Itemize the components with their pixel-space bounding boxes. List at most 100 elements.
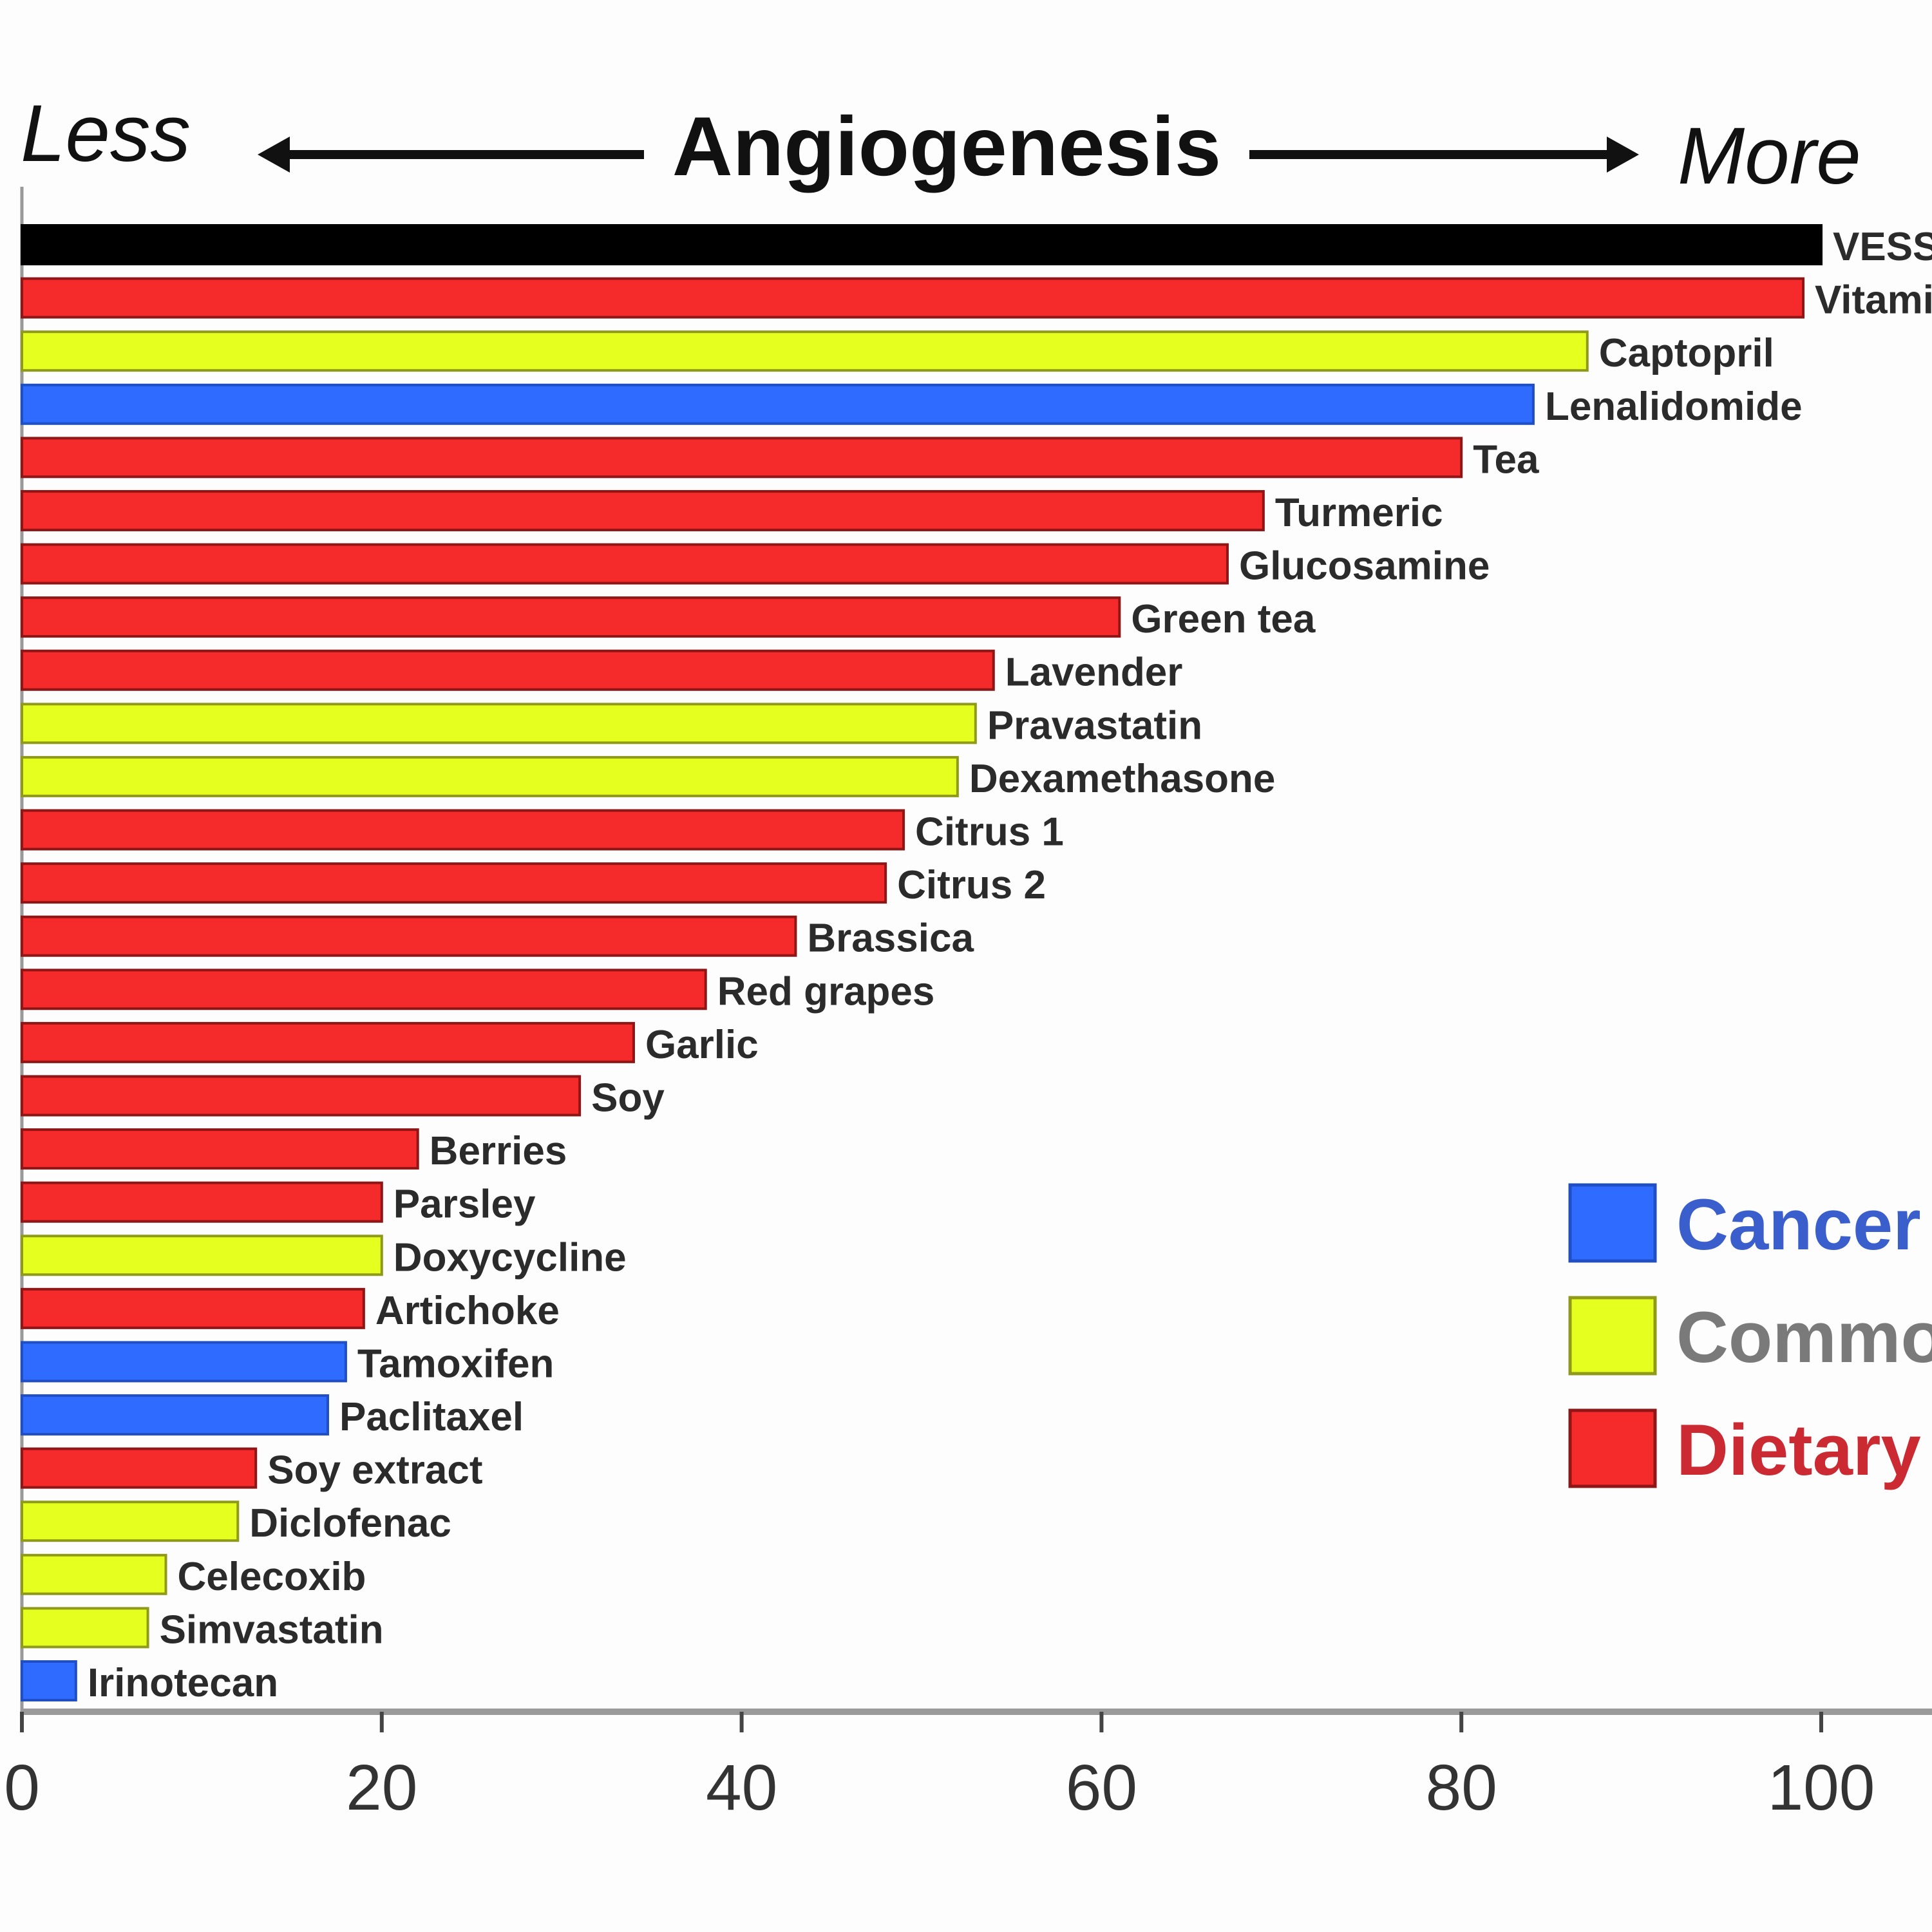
bar: [21, 1447, 258, 1489]
bar: [21, 915, 797, 957]
bar-row: Doxycycline: [21, 1235, 627, 1280]
bar: [21, 862, 887, 904]
bar-label: Irinotecan: [88, 1661, 278, 1705]
bar: [21, 543, 1229, 585]
bar-label: Tamoxifen: [357, 1341, 554, 1386]
left-arrow-icon: [258, 137, 644, 173]
bar-row: Dexamethasone: [21, 755, 1276, 801]
bar-row: Celecoxib: [21, 1553, 366, 1599]
bar-label: Paclitaxel: [339, 1395, 524, 1439]
right-arrow-icon: [1249, 137, 1639, 173]
bar-row: Brassica: [21, 915, 974, 961]
header: Less Angiogenesis More: [21, 89, 1861, 201]
bar: [21, 1660, 77, 1701]
bar-label: Diclofenac: [249, 1501, 451, 1546]
bar-row: Tamoxifen: [21, 1341, 554, 1386]
bar: [21, 1235, 383, 1276]
x-tick-label: 20: [346, 1752, 417, 1824]
bar-label: Citrus 1: [915, 810, 1064, 855]
x-tick-label: 0: [4, 1752, 40, 1824]
bar-row: Tea: [21, 437, 1539, 482]
bar-row: Turmeric: [21, 489, 1443, 535]
x-tick-label: 60: [1066, 1752, 1137, 1824]
legend-item: Cancer: [1568, 1183, 1921, 1265]
bar: [21, 649, 995, 691]
bar-row: Soy extract: [21, 1447, 483, 1493]
bar-row: Parsley: [21, 1181, 536, 1227]
bar: [21, 1553, 167, 1595]
bar-label: Doxycycline: [393, 1235, 627, 1280]
x-tick-label: 100: [1768, 1752, 1875, 1824]
bar-row: Green tea: [21, 596, 1316, 641]
bar-label: VESS: [1833, 225, 1932, 269]
bar-label: Dexamethasone: [969, 757, 1276, 801]
bar-label: Glucosamine: [1239, 544, 1490, 589]
bar-label: Citrus 2: [897, 863, 1046, 907]
bar-label: Pravastatin: [987, 703, 1202, 748]
legend-item: Commo: [1568, 1296, 1932, 1378]
bar-row: Diclofenac: [21, 1501, 451, 1546]
bar: [21, 1501, 240, 1542]
legend-swatch: [1568, 1408, 1657, 1488]
bar: [21, 1021, 635, 1063]
bar-label: Turmeric: [1275, 491, 1443, 535]
bar-row: Irinotecan: [21, 1660, 278, 1705]
bar-label: Soy extract: [267, 1448, 482, 1493]
bar-row: Lenalidomide: [21, 383, 1803, 429]
bar-row: Simvastatin: [21, 1607, 384, 1652]
bar-label: Artichoke: [375, 1289, 560, 1333]
bar: [21, 1075, 582, 1117]
bar: [21, 489, 1265, 531]
bars-group: VESS Vitami Captopril Lenalidomide Tea Turmer…: [21, 224, 1932, 1705]
bar: [21, 1181, 383, 1223]
bar: [21, 809, 905, 851]
bar: [21, 755, 959, 797]
x-tick-label: 40: [706, 1752, 777, 1824]
legend-label: Dietary: [1676, 1410, 1921, 1490]
bar-label: Vitami: [1815, 278, 1932, 323]
bar: [21, 224, 1823, 265]
bar-label: Tea: [1473, 437, 1539, 482]
bar-label: Green tea: [1131, 597, 1316, 641]
bar: [21, 703, 977, 744]
legend-item: Dietary: [1568, 1408, 1921, 1490]
bar-row: Pravastatin: [21, 703, 1202, 748]
bar: [21, 330, 1589, 372]
bar: [21, 969, 707, 1010]
more-annotation: More: [1678, 111, 1861, 201]
bar-label: Parsley: [393, 1182, 536, 1227]
bar: [21, 596, 1121, 638]
bar: [21, 1394, 329, 1436]
bar: [21, 383, 1535, 425]
legend: Cancer Commo Dietary: [1568, 1183, 1932, 1490]
bar-row: Vitami: [21, 277, 1932, 323]
x-axis-ticks: 0 20 40 60 80 100: [4, 1712, 1875, 1824]
legend-label: Commo: [1676, 1297, 1932, 1378]
bar-label: Captopril: [1599, 331, 1774, 375]
bar-row: Citrus 1: [21, 809, 1064, 855]
bar-row: Captopril: [21, 330, 1774, 375]
bar: [21, 1341, 347, 1383]
bar-row: VESS: [21, 224, 1932, 269]
bar: [21, 437, 1463, 478]
x-tick-label: 80: [1426, 1752, 1497, 1824]
bar-row: Soy: [21, 1075, 665, 1120]
bar-row: Berries: [21, 1128, 567, 1173]
bar-label: Simvastatin: [160, 1607, 384, 1652]
less-annotation: Less: [21, 89, 191, 178]
bar-row: Garlic: [21, 1021, 759, 1067]
bar-row: Lavender: [21, 649, 1182, 695]
bar: [21, 277, 1805, 319]
bar-row: Citrus 2: [21, 862, 1046, 907]
bar-label: Soy: [591, 1075, 665, 1120]
bar-label: Brassica: [807, 916, 974, 961]
bar: [21, 1128, 419, 1170]
bar: [21, 1607, 149, 1649]
bar-label: Red grapes: [717, 969, 935, 1014]
bar-label: Celecoxib: [178, 1555, 366, 1599]
bar-label: Berries: [430, 1129, 567, 1173]
legend-swatch: [1568, 1296, 1657, 1376]
legend-swatch: [1568, 1183, 1657, 1263]
bar-row: Red grapes: [21, 969, 935, 1014]
